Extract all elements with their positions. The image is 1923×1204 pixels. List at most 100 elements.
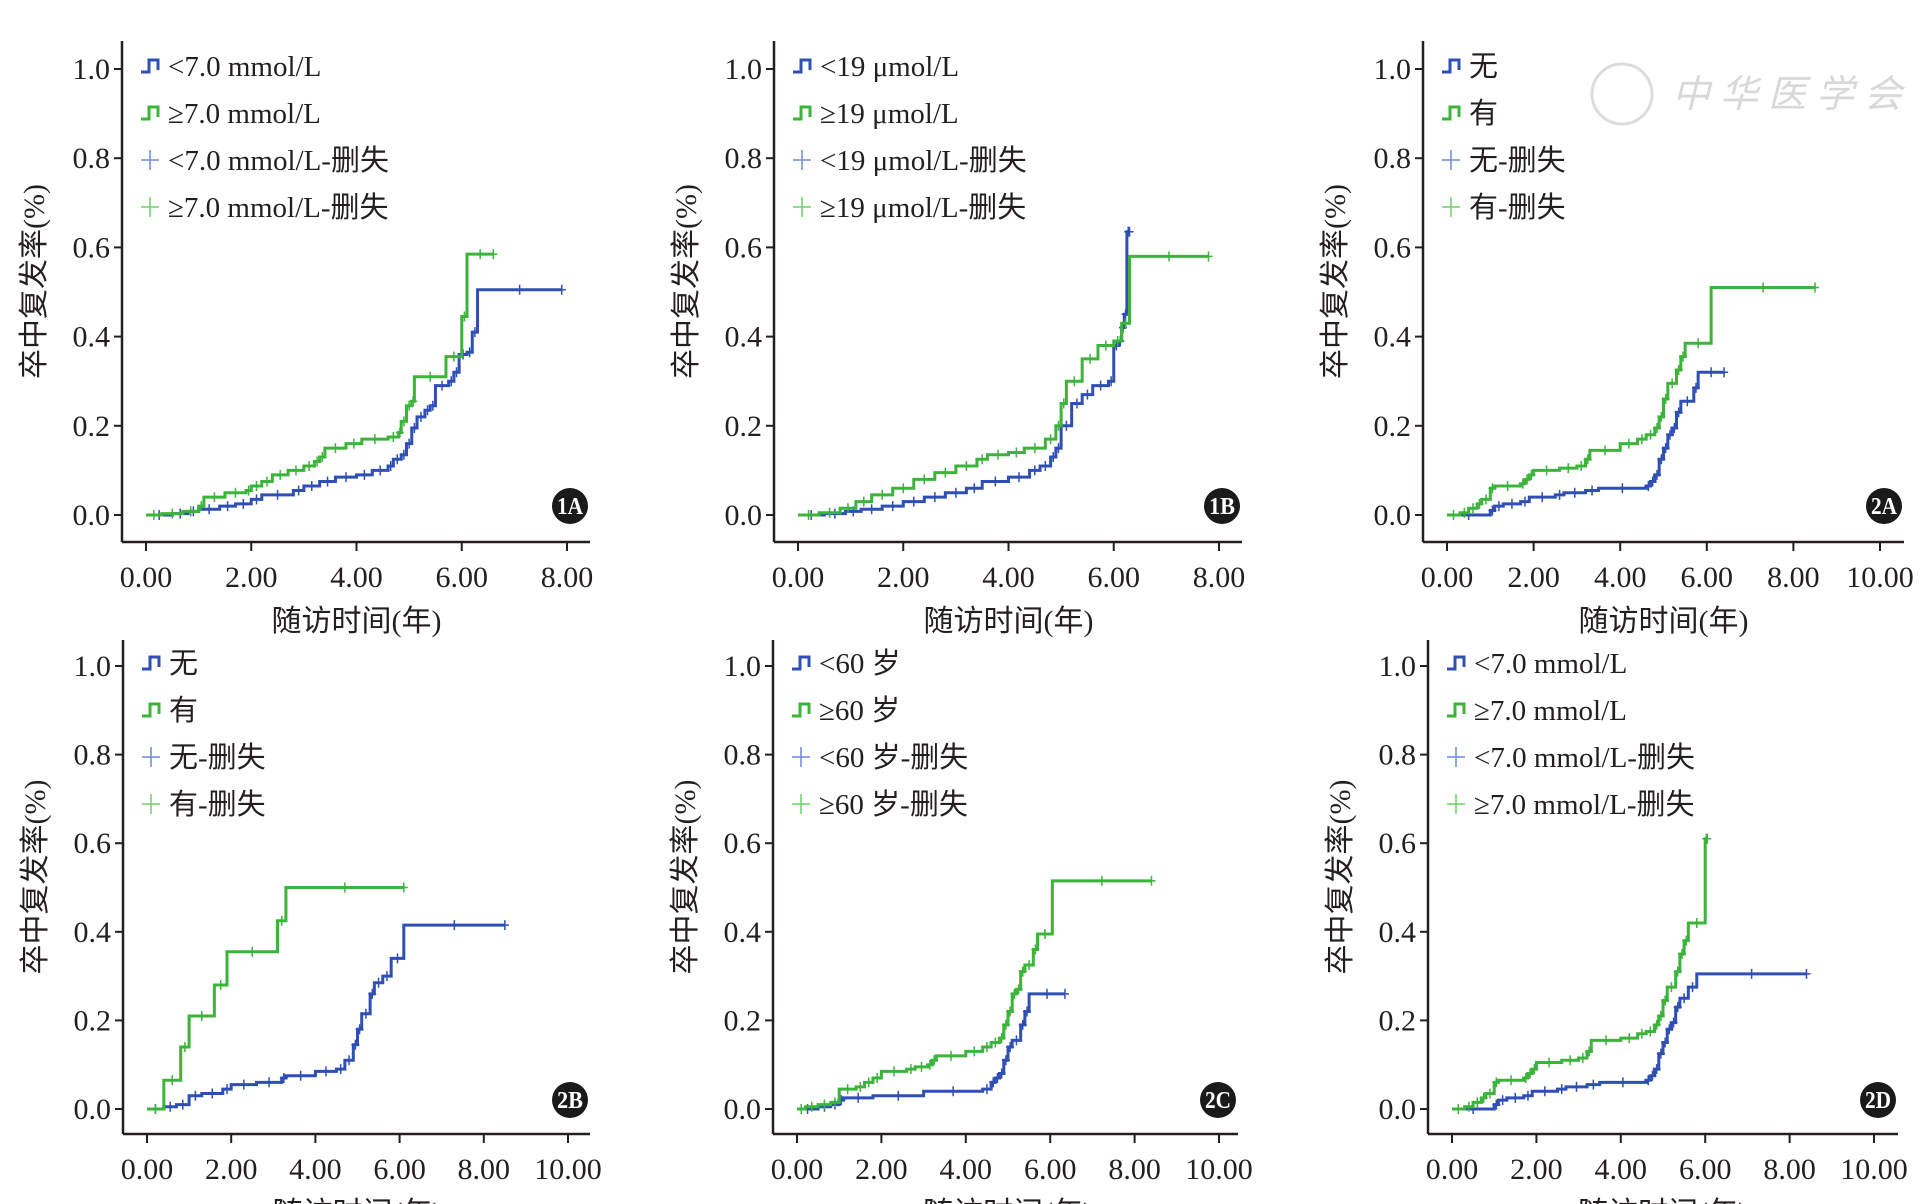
censor-mark [1683, 396, 1692, 407]
censor-mark [1652, 1064, 1661, 1075]
y-tick-label: 0.8 [73, 142, 111, 175]
censor-mark [405, 400, 414, 411]
y-tick-label: 0.8 [725, 142, 763, 175]
censor-mark [820, 1099, 829, 1110]
censor-mark [340, 882, 349, 893]
series-line-2 [147, 886, 404, 1111]
censor-mark [294, 485, 303, 496]
censor-mark [277, 915, 286, 926]
censor-mark [1479, 1092, 1488, 1103]
censor-mark [1001, 1019, 1010, 1030]
censor-mark [1648, 476, 1657, 487]
y-tick-label: 0.0 [74, 1093, 112, 1126]
censor-mark [1570, 487, 1579, 498]
censor-mark [355, 1024, 364, 1035]
censor-mark [191, 1090, 200, 1101]
panel-1A: 0.0 0.2 0.4 0.6 0.8 1.0 0.00 2.00 4.00 6.00 8.00 随访… [18, 41, 593, 638]
censor-mark [859, 496, 868, 507]
badge-circle [552, 1082, 588, 1118]
legend-item-2: ≥7.0 mmol/L [1447, 695, 1627, 727]
censor-mark [830, 1097, 839, 1108]
legend-label: ≥7.0 mmol/L [168, 98, 321, 130]
y-tick-label: 0.2 [725, 410, 763, 443]
step-line-swatch-icon [793, 58, 812, 74]
legend-label: 无-删失 [169, 741, 266, 774]
x-tick-label: 2.00 [877, 561, 930, 594]
censor-mark [393, 953, 402, 964]
censor-mark [1062, 420, 1071, 431]
censor-plus-icon [142, 747, 160, 767]
series-line-1 [798, 230, 1130, 517]
censor-mark [1624, 438, 1633, 449]
censor-mark [1673, 966, 1682, 977]
censor-mark [452, 367, 461, 378]
censor-mark [222, 1084, 231, 1095]
censor-mark [450, 920, 459, 931]
censor-plus-icon [792, 794, 810, 814]
x-tick-label: 0.00 [771, 1153, 824, 1186]
censor-mark [1542, 465, 1551, 476]
censor-mark [1488, 483, 1497, 494]
censor-mark [149, 510, 158, 520]
censor-mark [1653, 469, 1662, 480]
legend-item-2: ≥19 μmol/L [793, 98, 959, 130]
censor-mark [465, 347, 474, 358]
censor-mark [888, 501, 897, 512]
censor-plus-icon [141, 150, 159, 170]
y-tick-label: 0.8 [74, 739, 112, 772]
legend-label: ≥19 μmol/L [820, 98, 959, 130]
censor-mark [993, 1072, 1002, 1083]
censor-mark [345, 1055, 354, 1066]
censor-mark [1688, 982, 1697, 993]
censor-mark [252, 481, 261, 492]
y-tick-label: 0.4 [73, 321, 111, 354]
panel-badge: 2A [1866, 488, 1902, 524]
censor-mark [360, 469, 369, 480]
badge-circle [552, 488, 588, 524]
x-tick-label: 8.00 [458, 1153, 511, 1186]
censor-mark [807, 1101, 816, 1112]
legend-item-4: ≥7.0 mmol/L-删失 [1447, 788, 1695, 821]
legend-label: 无-删失 [1469, 144, 1566, 177]
y-tick-label: 0.0 [1379, 1093, 1417, 1126]
censor-mark [248, 946, 257, 957]
x-tick-label: 8.00 [1767, 561, 1820, 594]
censor-mark [1492, 1077, 1501, 1088]
censor-mark [890, 1066, 899, 1077]
censor-mark [416, 411, 425, 422]
step-line-swatch-icon [793, 105, 812, 121]
censor-mark [1669, 1017, 1678, 1028]
censor-mark [399, 449, 408, 460]
panel-2C: 0.0 0.2 0.4 0.6 0.8 1.0 0.00 2.00 4.00 6.00 8.00 10… [669, 640, 1253, 1204]
censor-mark [1540, 1086, 1549, 1097]
step-line-swatch-icon [1447, 702, 1466, 718]
censor-mark [460, 311, 469, 322]
censor-mark [1670, 423, 1679, 434]
y-tick-label: 0.0 [725, 499, 763, 532]
x-tick-label: 4.00 [289, 1153, 342, 1186]
censor-mark [313, 456, 322, 467]
censor-mark [982, 1041, 991, 1052]
legend-item-4: ≥60 岁-删失 [792, 788, 968, 821]
legend-label: ≥7.0 mmol/L-删失 [168, 191, 389, 224]
censor-mark [1460, 507, 1469, 518]
censor-mark [239, 1079, 248, 1090]
censor-mark [273, 489, 282, 500]
legend-item-2: 有 [1442, 97, 1498, 130]
badge-circle [1866, 488, 1902, 524]
x-tick-label: 6.00 [373, 1153, 426, 1186]
censor-mark [1014, 984, 1023, 995]
censor-mark [856, 1081, 865, 1092]
censor-mark [1097, 875, 1106, 886]
censor-plus-icon [793, 150, 811, 170]
step-line-swatch-icon [142, 655, 161, 671]
censor-mark [399, 416, 408, 427]
watermark: 中华医学会 [1590, 62, 1902, 126]
y-tick-label: 0.0 [1374, 499, 1412, 532]
censor-mark [1507, 498, 1516, 509]
censor-mark [265, 1077, 274, 1088]
censor-mark [1637, 1028, 1646, 1039]
x-tick-label: 4.00 [1595, 1153, 1648, 1186]
censor-mark [1043, 988, 1052, 999]
x-tick-label: 8.00 [541, 561, 594, 594]
